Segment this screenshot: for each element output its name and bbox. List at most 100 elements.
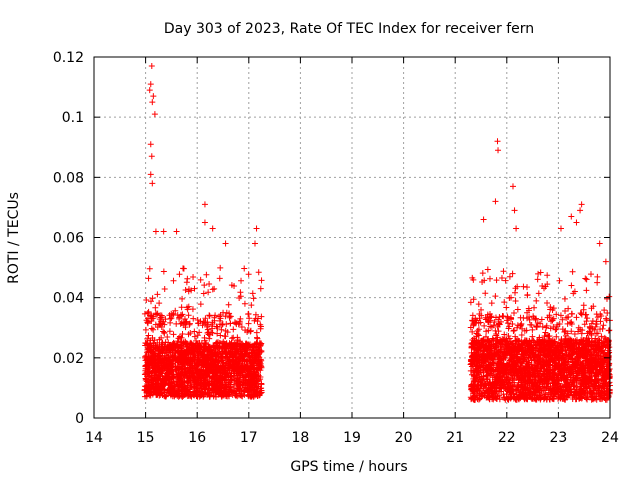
data-point bbox=[591, 390, 598, 397]
data-point bbox=[580, 365, 587, 372]
data-point bbox=[145, 275, 152, 282]
data-point bbox=[173, 341, 180, 348]
data-point bbox=[512, 289, 519, 296]
data-point bbox=[554, 322, 561, 329]
data-point bbox=[152, 310, 159, 317]
data-point bbox=[467, 367, 474, 374]
data-point bbox=[567, 319, 574, 326]
data-point bbox=[253, 340, 260, 347]
data-point bbox=[170, 277, 177, 284]
data-point bbox=[183, 386, 190, 393]
data-point bbox=[496, 314, 503, 321]
data-point bbox=[568, 337, 575, 344]
data-point bbox=[232, 377, 239, 384]
data-point bbox=[141, 310, 148, 317]
data-point bbox=[196, 382, 203, 389]
data-point bbox=[254, 358, 261, 365]
data-point bbox=[537, 320, 544, 327]
data-point bbox=[482, 290, 489, 297]
data-point bbox=[486, 275, 493, 282]
data-point bbox=[604, 366, 611, 373]
data-point bbox=[184, 364, 191, 371]
data-point bbox=[156, 375, 163, 382]
data-point bbox=[240, 379, 247, 386]
data-point bbox=[197, 348, 204, 355]
data-point bbox=[213, 376, 220, 383]
data-point bbox=[204, 391, 211, 398]
data-point bbox=[478, 343, 485, 350]
data-point bbox=[486, 379, 493, 386]
data-point bbox=[257, 342, 264, 349]
data-point bbox=[500, 313, 507, 320]
data-point bbox=[186, 343, 193, 350]
data-point bbox=[515, 338, 522, 345]
data-point bbox=[568, 319, 575, 326]
data-point bbox=[218, 321, 225, 328]
data-point bbox=[484, 371, 491, 378]
data-point bbox=[156, 316, 163, 323]
data-point bbox=[210, 367, 217, 374]
data-point bbox=[200, 290, 207, 297]
data-point bbox=[594, 279, 601, 286]
data-point bbox=[225, 365, 232, 372]
data-point bbox=[145, 348, 152, 355]
data-point bbox=[535, 389, 542, 396]
data-point bbox=[197, 301, 204, 308]
data-point bbox=[538, 316, 545, 323]
data-point bbox=[537, 269, 544, 276]
data-point bbox=[492, 394, 499, 401]
data-point bbox=[485, 327, 492, 334]
data-point bbox=[231, 319, 238, 326]
data-point bbox=[594, 273, 601, 280]
data-point bbox=[147, 343, 154, 350]
data-point bbox=[587, 325, 594, 332]
grid bbox=[94, 57, 610, 418]
data-point bbox=[254, 341, 261, 348]
data-point bbox=[206, 281, 213, 288]
data-point bbox=[495, 346, 502, 353]
data-point bbox=[244, 388, 251, 395]
data-point bbox=[214, 357, 221, 364]
data-point bbox=[242, 345, 249, 352]
data-point bbox=[161, 330, 168, 337]
data-point bbox=[143, 352, 150, 359]
data-point bbox=[470, 296, 477, 303]
data-point bbox=[528, 322, 535, 329]
data-point bbox=[582, 311, 589, 318]
data-point bbox=[245, 320, 252, 327]
data-point bbox=[158, 382, 165, 389]
data-point bbox=[510, 394, 517, 401]
data-point bbox=[603, 315, 610, 322]
data-point bbox=[544, 281, 551, 288]
data-point bbox=[562, 308, 569, 315]
data-point bbox=[469, 385, 476, 392]
data-point bbox=[251, 317, 258, 324]
data-point bbox=[142, 377, 149, 384]
data-point bbox=[255, 269, 262, 276]
data-point bbox=[250, 372, 257, 379]
data-point bbox=[512, 333, 519, 340]
data-point bbox=[557, 342, 564, 349]
data-point bbox=[206, 381, 213, 388]
data-point bbox=[493, 373, 500, 380]
data-point bbox=[558, 355, 565, 362]
data-point bbox=[542, 329, 549, 336]
data-point bbox=[216, 384, 223, 391]
data-point bbox=[205, 321, 212, 328]
data-point bbox=[180, 386, 187, 393]
data-point bbox=[485, 337, 492, 344]
data-point bbox=[546, 314, 553, 321]
data-point bbox=[568, 370, 575, 377]
data-point bbox=[164, 333, 171, 340]
data-point bbox=[234, 337, 241, 344]
data-point bbox=[186, 321, 193, 328]
data-point bbox=[553, 333, 560, 340]
data-point bbox=[173, 371, 180, 378]
data-point bbox=[191, 285, 198, 292]
data-point bbox=[578, 330, 585, 337]
data-point bbox=[167, 319, 174, 326]
data-point bbox=[478, 373, 485, 380]
data-point bbox=[233, 381, 240, 388]
data-point bbox=[504, 320, 511, 327]
data-point bbox=[543, 322, 550, 329]
